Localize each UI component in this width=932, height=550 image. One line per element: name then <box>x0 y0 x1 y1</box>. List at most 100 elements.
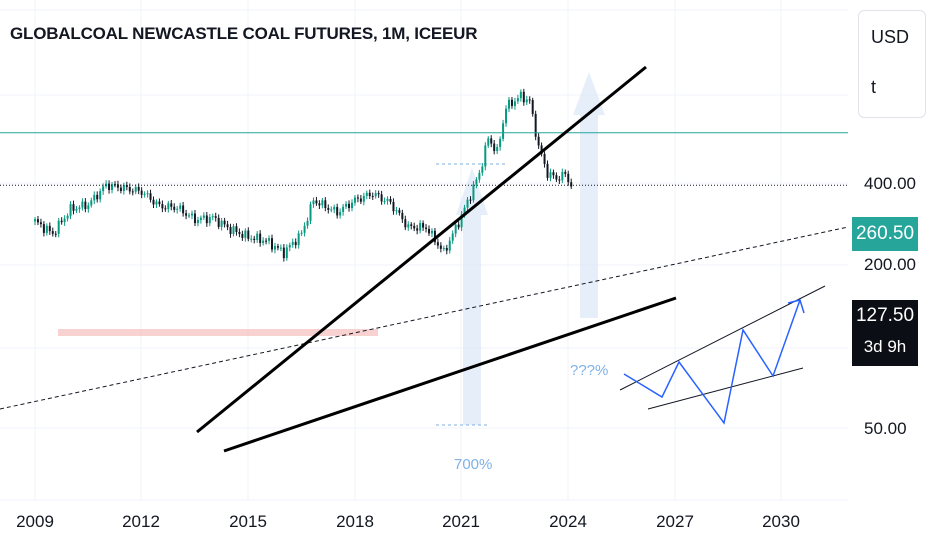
candle-body <box>48 225 51 232</box>
candle-body <box>324 200 327 208</box>
candle <box>176 206 179 214</box>
candle <box>552 169 555 179</box>
candle-body <box>238 231 241 234</box>
candle <box>508 96 510 113</box>
candle-body <box>510 99 513 106</box>
candle <box>66 213 69 222</box>
candle-body <box>552 172 555 176</box>
x-tick-label: 2024 <box>549 512 587 531</box>
currency-unit-panel[interactable]: USD t <box>858 10 926 118</box>
candle-body <box>149 193 152 200</box>
candle-body <box>333 207 336 210</box>
projection-arrow-shape <box>573 72 605 318</box>
candle <box>540 142 543 157</box>
candle-body <box>69 204 72 216</box>
candle-body <box>312 200 315 205</box>
candle <box>567 170 570 186</box>
candle-body <box>259 233 262 243</box>
candle-body <box>223 220 226 225</box>
candle <box>454 222 457 238</box>
candle <box>202 212 205 221</box>
candle-body <box>276 246 279 248</box>
unit-label[interactable]: t <box>871 77 877 97</box>
candle-body <box>342 206 345 212</box>
candle <box>513 97 516 110</box>
candle-body <box>57 220 60 234</box>
candle <box>383 197 386 205</box>
candle-body <box>457 224 460 228</box>
candle-body <box>330 209 333 211</box>
candle-body <box>42 224 45 233</box>
candle <box>315 196 318 206</box>
candle <box>448 237 451 254</box>
candle <box>108 180 111 194</box>
candle-body <box>353 197 356 203</box>
candle <box>69 201 72 220</box>
candle <box>419 220 422 234</box>
candle <box>60 217 63 225</box>
candle <box>161 200 164 213</box>
candle <box>407 221 410 231</box>
candle <box>502 119 505 142</box>
candle-body <box>309 204 312 221</box>
candle <box>490 135 493 148</box>
candle-body <box>220 220 223 227</box>
candle <box>493 139 496 155</box>
candle-body <box>327 207 330 210</box>
candle-body <box>543 153 546 164</box>
candle-body <box>291 241 294 245</box>
candle <box>392 198 395 215</box>
candle <box>505 105 508 127</box>
candle <box>348 200 351 212</box>
candle <box>350 199 353 212</box>
candle-body <box>300 232 303 234</box>
candle-body <box>525 99 528 103</box>
candle <box>125 181 128 191</box>
candle-body <box>505 108 508 124</box>
last-price-badge: 127.50 <box>852 300 918 332</box>
candle-body <box>413 225 416 229</box>
candle-body <box>567 173 570 183</box>
candle <box>543 151 546 168</box>
candle-body <box>389 198 392 202</box>
currency-label[interactable]: USD <box>871 27 910 47</box>
candle-body <box>356 197 359 199</box>
candle <box>134 184 137 195</box>
y-tick-label: 400.00 <box>864 174 916 193</box>
candle-body <box>398 210 401 213</box>
candle-body <box>407 224 410 228</box>
candlestick-series <box>34 88 573 262</box>
candle-body <box>116 184 119 188</box>
candle-body <box>350 202 353 209</box>
candle <box>519 89 522 102</box>
candle <box>327 204 330 214</box>
candle <box>549 168 552 182</box>
candle <box>282 244 285 262</box>
candle <box>386 196 389 205</box>
candle-body <box>191 213 194 216</box>
candle <box>223 217 226 228</box>
candle-body <box>54 233 57 235</box>
candle-body <box>87 205 90 210</box>
candle-body <box>158 201 161 205</box>
candle <box>522 88 525 106</box>
candle-body <box>374 193 377 197</box>
candle-body <box>445 247 448 251</box>
drawing-overlays <box>0 65 849 453</box>
candle <box>436 238 439 249</box>
candle-body <box>555 175 558 180</box>
candle-body <box>513 101 516 106</box>
candle <box>119 184 122 194</box>
candle-body <box>451 233 454 241</box>
candle <box>534 110 537 141</box>
candle-body <box>81 201 84 208</box>
candle-body <box>564 172 567 174</box>
candle <box>466 196 469 211</box>
candle <box>63 215 66 226</box>
candle-body <box>297 233 300 246</box>
candle-body <box>306 220 309 226</box>
candle <box>131 188 134 196</box>
candle-body <box>294 241 297 246</box>
candle <box>217 214 220 230</box>
